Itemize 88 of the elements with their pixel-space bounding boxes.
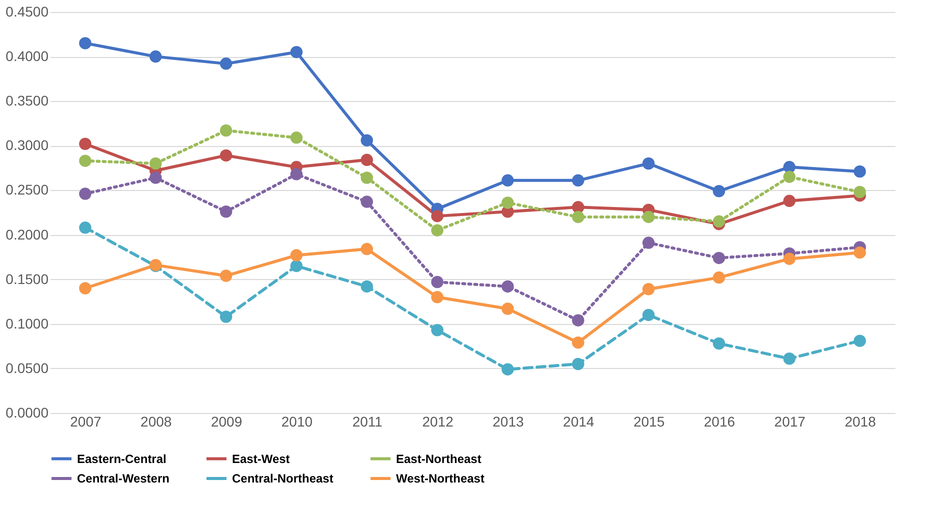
- point: [360, 172, 373, 184]
- point: [220, 149, 232, 162]
- point: [854, 165, 866, 178]
- point: [360, 196, 373, 208]
- point: [290, 260, 303, 272]
- x-tick-label: 2016: [704, 414, 736, 430]
- point: [783, 194, 796, 208]
- point: [502, 196, 514, 209]
- point: [854, 334, 866, 347]
- legend-label: East-Northeast: [396, 452, 482, 466]
- point: [220, 310, 232, 323]
- point: [854, 246, 866, 259]
- point: [642, 157, 655, 170]
- point: [572, 336, 584, 349]
- y-tick-label: 0.0000: [6, 404, 49, 420]
- x-tick-label: 2014: [563, 414, 594, 430]
- point: [572, 174, 584, 187]
- x-tick-label: 2018: [844, 414, 876, 430]
- point: [642, 283, 655, 296]
- point: [150, 157, 162, 170]
- point: [79, 188, 92, 200]
- point: [712, 252, 726, 264]
- point: [502, 302, 514, 315]
- point: [712, 185, 726, 198]
- point: [79, 222, 92, 234]
- point: [783, 352, 796, 365]
- point: [220, 205, 232, 218]
- point: [360, 134, 373, 146]
- point: [642, 236, 655, 249]
- point: [220, 124, 232, 137]
- point: [783, 252, 796, 265]
- point: [79, 138, 92, 150]
- x-tick-label: 2008: [140, 414, 172, 430]
- y-tick-label: 0.4500: [6, 4, 49, 20]
- y-tick-label: 0.3000: [6, 137, 49, 154]
- x-tick-label: 2012: [422, 414, 454, 430]
- point: [290, 249, 303, 262]
- point: [220, 58, 232, 70]
- point: [502, 174, 514, 187]
- point: [431, 210, 444, 222]
- point: [712, 215, 726, 228]
- point: [290, 46, 303, 58]
- point: [150, 172, 162, 184]
- point: [502, 363, 514, 376]
- legend-label: West-Northeast: [396, 472, 484, 486]
- legend-label: Central-Western: [77, 472, 170, 486]
- point: [783, 170, 796, 183]
- point: [431, 324, 444, 336]
- point: [360, 280, 373, 293]
- point: [572, 210, 584, 224]
- x-tick-label: 2010: [281, 414, 313, 430]
- x-tick-label: 2015: [633, 414, 665, 430]
- point: [431, 291, 444, 304]
- point: [642, 308, 655, 322]
- point: [431, 224, 444, 236]
- y-tick-label: 0.1000: [6, 315, 49, 332]
- x-tick-label: 2009: [210, 414, 242, 430]
- legend-label: East-West: [232, 452, 290, 466]
- point: [783, 160, 796, 174]
- point: [572, 314, 584, 326]
- point: [502, 280, 514, 293]
- point: [642, 210, 655, 224]
- x-tick-label: 2017: [774, 414, 806, 430]
- point: [79, 37, 92, 50]
- legend-label: Central-Northeast: [232, 472, 334, 486]
- y-tick-label: 0.2000: [6, 226, 49, 242]
- point: [79, 154, 92, 167]
- y-tick-label: 0.4000: [6, 48, 49, 64]
- legend-label: Eastern-Central: [77, 452, 166, 466]
- y-tick-label: 0.1500: [6, 270, 49, 287]
- point: [572, 358, 584, 370]
- y-tick-label: 0.3500: [6, 92, 49, 109]
- point: [220, 270, 232, 282]
- point: [431, 276, 444, 288]
- y-tick-label: 0.2500: [6, 182, 49, 198]
- point: [290, 132, 303, 144]
- point: [290, 168, 303, 180]
- point: [360, 242, 373, 256]
- point: [360, 154, 373, 166]
- point: [854, 186, 866, 198]
- point: [150, 50, 162, 63]
- x-tick-label: 2013: [492, 414, 524, 430]
- point: [712, 337, 726, 350]
- y-tick-label: 0.0500: [6, 360, 49, 376]
- x-tick-label: 2011: [352, 414, 383, 430]
- point: [79, 282, 92, 294]
- x-tick-label: 2007: [70, 414, 102, 430]
- point: [712, 271, 726, 284]
